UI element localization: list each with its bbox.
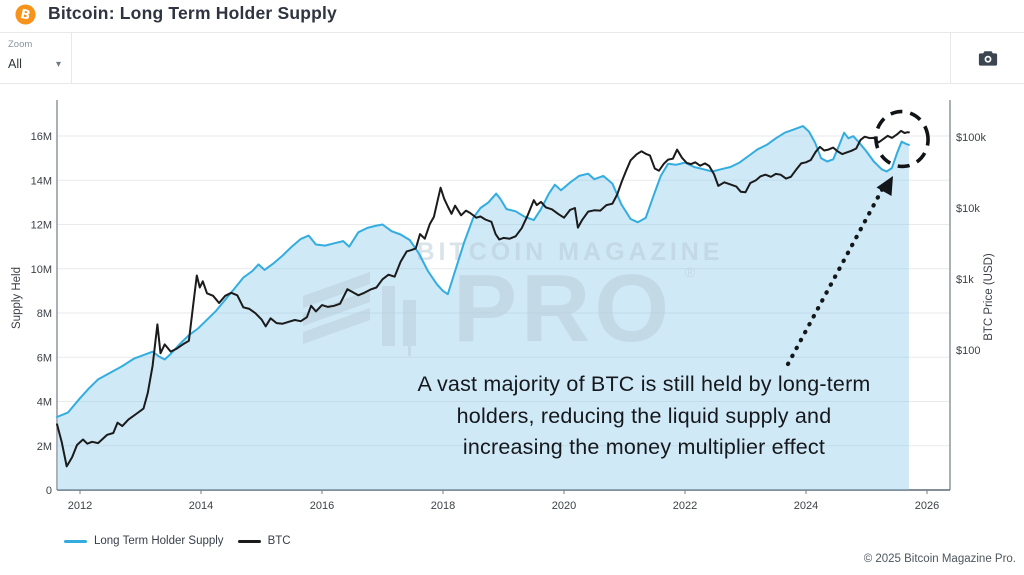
annotation-arrow <box>785 176 893 367</box>
annotation-line-2: holders, reducing the liquid supply and <box>456 403 832 428</box>
page-title: Bitcoin: Long Term Holder Supply <box>48 3 337 23</box>
zoom-label: Zoom <box>8 39 33 50</box>
svg-text:2M: 2M <box>37 441 52 453</box>
svg-text:2014: 2014 <box>189 500 213 512</box>
svg-text:12M: 12M <box>31 220 52 232</box>
svg-text:Supply Held: Supply Held <box>11 267 23 329</box>
svg-text:2016: 2016 <box>310 500 334 512</box>
svg-text:2026: 2026 <box>915 500 939 512</box>
svg-text:B: B <box>19 7 32 24</box>
annotation-line-1: A vast majority of BTC is still held by … <box>417 372 871 396</box>
legend-label: Long Term Holder Supply <box>94 535 224 547</box>
svg-text:2024: 2024 <box>794 500 818 512</box>
lth-supply-swatch <box>64 539 87 543</box>
legend-label: BTC <box>267 535 291 547</box>
legend-item-lth-supply[interactable]: Long Term Holder Supply <box>64 535 224 547</box>
btc-swatch <box>237 539 261 543</box>
toolbar-spacer <box>72 33 950 83</box>
svg-text:14M: 14M <box>31 175 52 187</box>
screenshot-button[interactable] <box>974 46 1002 71</box>
bitcoin-icon: B <box>15 4 36 25</box>
svg-text:4M: 4M <box>37 397 52 409</box>
svg-text:$1k: $1k <box>956 274 974 286</box>
svg-text:2020: 2020 <box>552 500 576 512</box>
copyright-text: © 2025 Bitcoin Magazine Pro. <box>863 553 1016 565</box>
svg-text:BTC Price (USD): BTC Price (USD) <box>983 253 995 341</box>
annotation-circle <box>874 109 930 169</box>
svg-text:16M: 16M <box>31 131 52 143</box>
svg-text:6M: 6M <box>37 352 52 364</box>
zoom-selected-value: All <box>8 57 22 71</box>
legend-item-btc[interactable]: BTC <box>237 535 291 547</box>
camera-icon <box>978 50 997 66</box>
svg-text:®: ® <box>685 264 696 280</box>
svg-text:2012: 2012 <box>68 500 92 512</box>
svg-text:PRO: PRO <box>453 255 673 362</box>
svg-text:10M: 10M <box>31 264 52 276</box>
svg-text:$10k: $10k <box>956 203 980 215</box>
chevron-down-icon: ▾ <box>55 58 61 70</box>
annotation-text: A vast majority of BTC is still held by … <box>338 369 950 464</box>
header: B Bitcoin: Long Term Holder Supply <box>0 0 1024 32</box>
svg-text:$100k: $100k <box>956 132 986 144</box>
annotation-line-3: increasing the money multiplier effect <box>462 435 826 459</box>
svg-text:0: 0 <box>46 485 52 497</box>
legend: Long Term Holder Supply BTC <box>64 535 291 547</box>
svg-text:2018: 2018 <box>431 500 455 512</box>
zoom-range-select[interactable]: Zoom All ▾ <box>0 33 72 83</box>
toolbar: Zoom All ▾ <box>0 32 1024 84</box>
svg-text:BITCOIN MAGAZINE: BITCOIN MAGAZINE <box>416 238 723 266</box>
svg-text:2022: 2022 <box>673 500 697 512</box>
svg-text:$100: $100 <box>956 345 980 357</box>
svg-text:8M: 8M <box>37 308 52 320</box>
toolbar-right <box>950 33 1024 83</box>
